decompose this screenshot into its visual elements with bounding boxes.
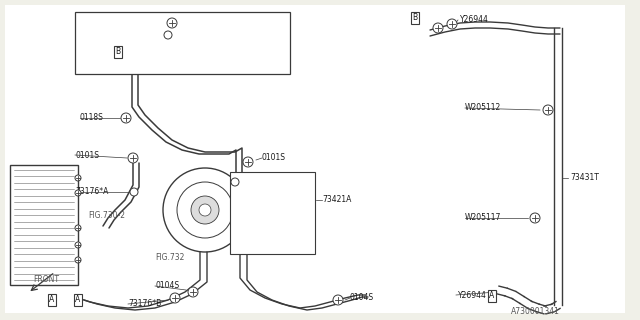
Text: 0101S: 0101S	[75, 150, 99, 159]
Circle shape	[243, 157, 253, 167]
Circle shape	[75, 242, 81, 248]
Bar	[10, 165, 78, 285]
Circle shape	[530, 213, 540, 223]
Bar	[230, 172, 315, 254]
Text: 73176*A: 73176*A	[182, 30, 216, 39]
Circle shape	[75, 257, 81, 263]
Text: 0118S: 0118S	[80, 114, 104, 123]
Text: FRONT: FRONT	[33, 275, 59, 284]
Text: 0101S: 0101S	[262, 154, 286, 163]
Circle shape	[163, 168, 247, 252]
Circle shape	[75, 225, 81, 231]
Text: 73422B: 73422B	[240, 44, 269, 52]
Circle shape	[164, 31, 172, 39]
Text: B: B	[412, 13, 417, 22]
Text: A: A	[76, 295, 81, 305]
Circle shape	[75, 175, 81, 181]
Circle shape	[128, 153, 138, 163]
Text: W205112: W205112	[465, 103, 501, 113]
Text: B: B	[115, 47, 120, 57]
Text: A: A	[490, 292, 495, 300]
Text: A730001341: A730001341	[511, 308, 560, 316]
Text: 0104S: 0104S	[155, 282, 179, 291]
Text: 73421A: 73421A	[322, 196, 351, 204]
Text: Y26944: Y26944	[458, 292, 487, 300]
Circle shape	[447, 19, 457, 29]
Text: 73454: 73454	[248, 194, 273, 203]
Text: FIG.730-2: FIG.730-2	[88, 211, 125, 220]
Circle shape	[177, 182, 233, 238]
Circle shape	[231, 178, 239, 186]
Text: 73176*B: 73176*B	[128, 300, 161, 308]
Text: 73431T: 73431T	[570, 173, 599, 182]
Text: 73059: 73059	[248, 209, 273, 218]
Text: A: A	[49, 295, 54, 305]
Circle shape	[333, 295, 343, 305]
Circle shape	[433, 23, 443, 33]
Text: Y26944: Y26944	[460, 15, 489, 25]
Text: 0104S: 0104S	[350, 293, 374, 302]
Text: 73176*B: 73176*B	[248, 179, 281, 188]
Text: 73176*A: 73176*A	[75, 188, 108, 196]
Circle shape	[199, 204, 211, 216]
Text: FIG.732: FIG.732	[155, 253, 184, 262]
Circle shape	[188, 287, 198, 297]
Bar	[75, 12, 290, 74]
Text: 73454: 73454	[80, 30, 104, 39]
Circle shape	[130, 188, 138, 196]
Circle shape	[167, 18, 177, 28]
Circle shape	[191, 196, 219, 224]
Text: W205117: W205117	[465, 213, 501, 222]
Circle shape	[170, 293, 180, 303]
Circle shape	[75, 190, 81, 196]
Circle shape	[121, 113, 131, 123]
Text: 73059A: 73059A	[80, 18, 109, 27]
Circle shape	[543, 105, 553, 115]
